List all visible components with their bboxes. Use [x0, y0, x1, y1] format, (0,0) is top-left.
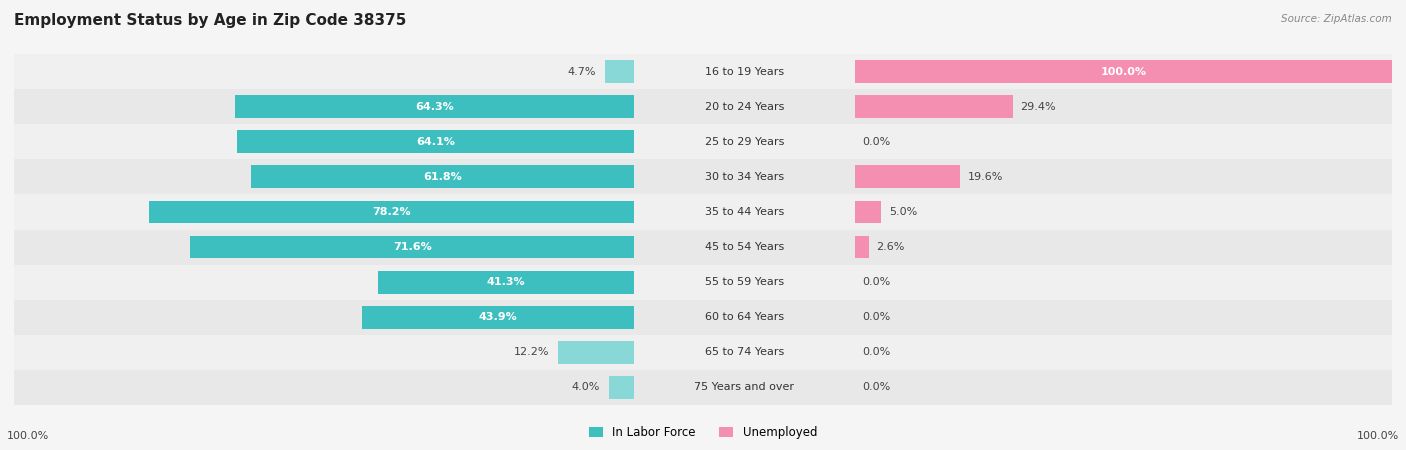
Bar	[14, 370, 634, 405]
Text: 61.8%: 61.8%	[423, 172, 463, 182]
Text: 65 to 74 Years: 65 to 74 Years	[704, 347, 785, 357]
Text: 4.0%: 4.0%	[572, 382, 600, 392]
Text: 55 to 59 Years: 55 to 59 Years	[704, 277, 785, 287]
Bar	[855, 300, 1392, 335]
Bar	[634, 159, 855, 194]
Text: 100.0%: 100.0%	[1357, 431, 1399, 441]
Text: 64.3%: 64.3%	[415, 102, 454, 112]
Bar	[634, 54, 855, 89]
Text: 100.0%: 100.0%	[1101, 67, 1146, 76]
Bar	[14, 300, 634, 335]
Bar	[855, 201, 882, 223]
Bar	[855, 166, 960, 188]
Text: 16 to 19 Years: 16 to 19 Years	[704, 67, 785, 76]
Bar	[14, 54, 634, 89]
Bar	[558, 341, 634, 364]
Text: 20 to 24 Years: 20 to 24 Years	[704, 102, 785, 112]
Bar	[855, 159, 1392, 194]
Bar	[609, 376, 634, 399]
Bar	[634, 230, 855, 265]
Bar	[634, 194, 855, 230]
Bar	[855, 124, 1392, 159]
Text: 29.4%: 29.4%	[1021, 102, 1056, 112]
Bar	[14, 265, 634, 300]
Text: 45 to 54 Years: 45 to 54 Years	[704, 242, 785, 252]
Bar	[190, 236, 634, 258]
Bar	[855, 335, 1392, 370]
Bar	[14, 159, 634, 194]
Bar	[14, 230, 634, 265]
Bar	[378, 271, 634, 293]
Text: 0.0%: 0.0%	[863, 382, 891, 392]
Bar	[14, 89, 634, 124]
Bar	[855, 265, 1392, 300]
Bar	[361, 306, 634, 328]
Bar	[236, 130, 634, 153]
Text: 0.0%: 0.0%	[863, 347, 891, 357]
Bar	[149, 201, 634, 223]
Text: 35 to 44 Years: 35 to 44 Years	[704, 207, 785, 217]
Bar	[855, 230, 1392, 265]
Text: 2.6%: 2.6%	[876, 242, 905, 252]
Text: 41.3%: 41.3%	[486, 277, 526, 287]
Text: 30 to 34 Years: 30 to 34 Years	[704, 172, 785, 182]
Text: 0.0%: 0.0%	[863, 277, 891, 287]
Bar	[14, 194, 634, 230]
Bar	[14, 335, 634, 370]
Bar	[855, 194, 1392, 230]
Bar	[634, 300, 855, 335]
Text: 0.0%: 0.0%	[863, 312, 891, 322]
Text: 4.7%: 4.7%	[567, 67, 596, 76]
Bar	[855, 89, 1392, 124]
Text: 60 to 64 Years: 60 to 64 Years	[704, 312, 785, 322]
Bar	[855, 60, 1392, 83]
Text: 0.0%: 0.0%	[863, 137, 891, 147]
Bar	[855, 54, 1392, 89]
Text: Source: ZipAtlas.com: Source: ZipAtlas.com	[1281, 14, 1392, 23]
Bar	[634, 335, 855, 370]
Bar	[605, 60, 634, 83]
Bar	[250, 166, 634, 188]
Text: 78.2%: 78.2%	[373, 207, 411, 217]
Bar	[855, 95, 1012, 118]
Text: 64.1%: 64.1%	[416, 137, 454, 147]
Text: Employment Status by Age in Zip Code 38375: Employment Status by Age in Zip Code 383…	[14, 14, 406, 28]
Text: 5.0%: 5.0%	[890, 207, 918, 217]
Text: 12.2%: 12.2%	[513, 347, 550, 357]
Bar	[855, 236, 869, 258]
Bar	[634, 124, 855, 159]
Legend: In Labor Force, Unemployed: In Labor Force, Unemployed	[583, 422, 823, 444]
Bar	[855, 370, 1392, 405]
Text: 100.0%: 100.0%	[7, 431, 49, 441]
Bar	[634, 370, 855, 405]
Text: 25 to 29 Years: 25 to 29 Years	[704, 137, 785, 147]
Bar	[634, 89, 855, 124]
Text: 19.6%: 19.6%	[967, 172, 1004, 182]
Bar	[14, 124, 634, 159]
Text: 75 Years and over: 75 Years and over	[695, 382, 794, 392]
Bar	[634, 265, 855, 300]
Bar	[235, 95, 634, 118]
Text: 71.6%: 71.6%	[392, 242, 432, 252]
Text: 43.9%: 43.9%	[478, 312, 517, 322]
